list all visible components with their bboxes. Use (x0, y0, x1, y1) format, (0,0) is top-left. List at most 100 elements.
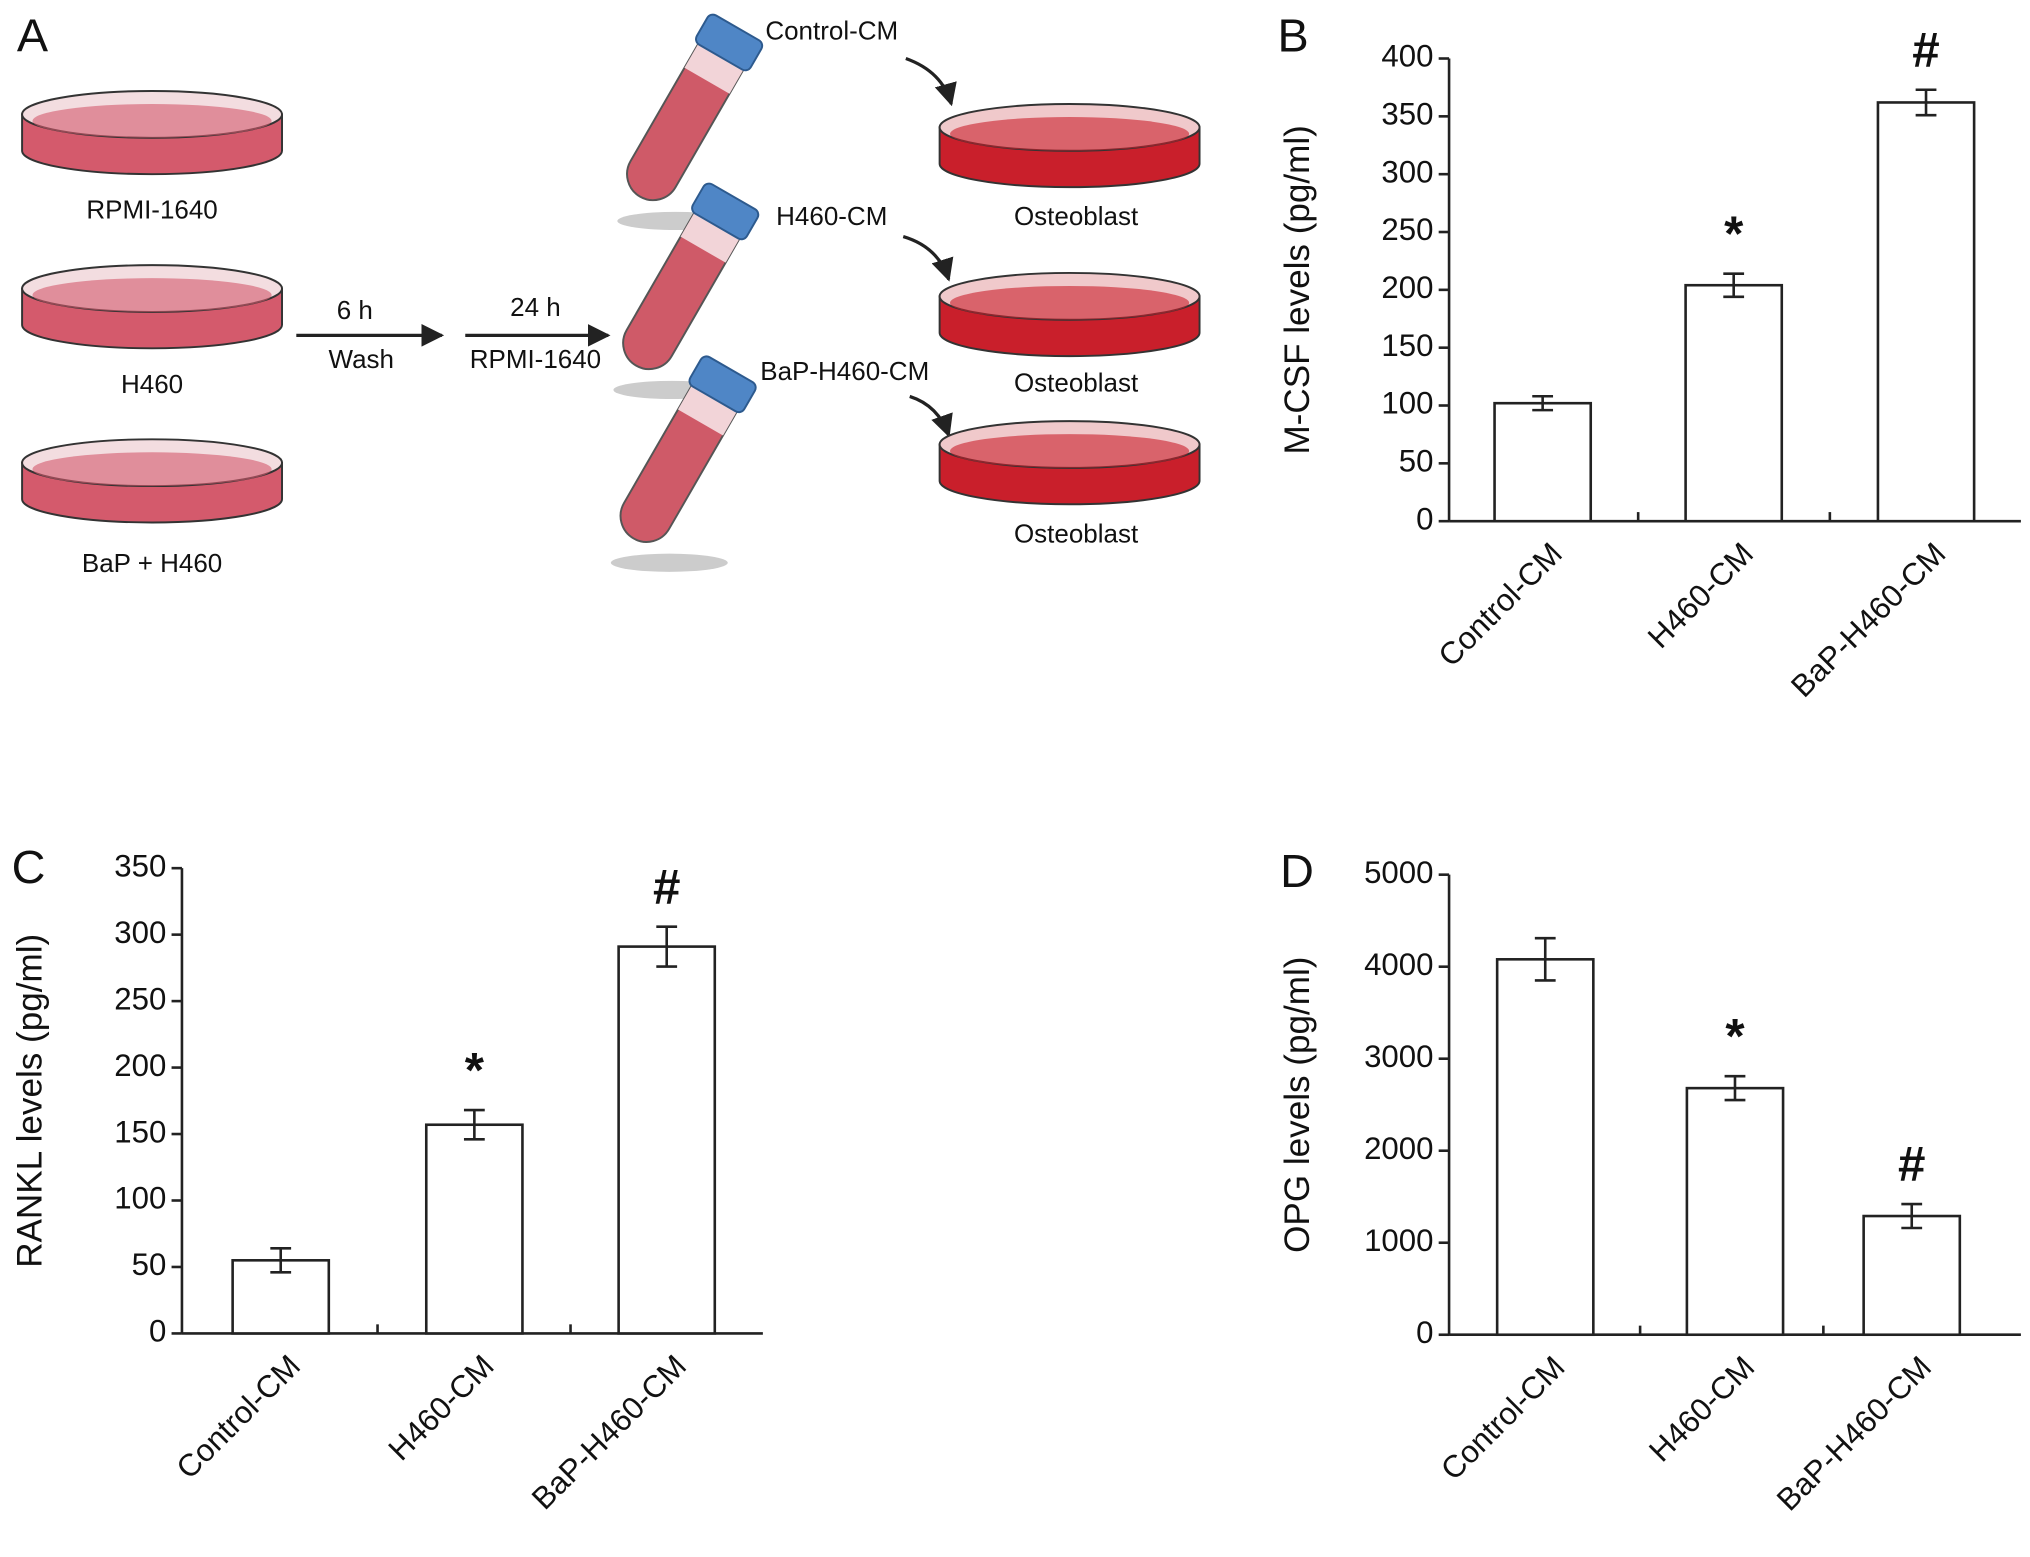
chart: B M-CSF levels (pg/ml) 0 50 100 150 200 250 300 3… (1278, 9, 2021, 704)
y-tick-label: 350 (114, 848, 166, 883)
tube-label: Control-CM (765, 15, 898, 45)
tube (619, 355, 757, 543)
panel-label: A (17, 9, 49, 61)
chart: D OPG levels (pg/ml) 0 1000 2000 3000 4000 5000… (1278, 845, 2021, 1517)
dish-label: Osteoblast (1014, 201, 1139, 231)
y-tick-label: 50 (1399, 444, 1434, 479)
y-tick-label: 50 (132, 1247, 167, 1282)
significance-mark: * (1725, 1009, 1745, 1064)
dish-medium (32, 452, 272, 487)
panel-label: D (1280, 845, 1314, 897)
y-tick-label: 100 (1381, 386, 1433, 421)
dish-label: Osteoblast (1014, 518, 1139, 548)
tube (622, 182, 760, 371)
y-tick-label: 5000 (1364, 855, 1433, 890)
y-tick-label: 150 (1381, 328, 1433, 363)
tube-air (684, 42, 744, 94)
y-tick-label: 1000 (1364, 1223, 1433, 1258)
workflow-diagram: A 6 h Wash 24 h RPMI-1640 RPMI-1640 H460 B… (17, 9, 1201, 578)
panel-label: B (1278, 9, 1309, 61)
y-tick-label: 100 (114, 1181, 166, 1216)
arrow (905, 56, 957, 107)
dish-medium (950, 285, 1190, 320)
x-tick-label: BaP-H460-CM (1770, 1349, 1938, 1517)
tube-cap (695, 13, 764, 72)
y-tick-label: 300 (1381, 154, 1433, 189)
tube (626, 13, 764, 202)
x-tick-label: BaP-H460-CM (1784, 536, 1952, 704)
bar (1862, 1214, 1962, 1337)
bar (1684, 283, 1784, 523)
y-tick-label: 200 (1381, 270, 1433, 305)
y-tick-label: 2000 (1364, 1131, 1433, 1166)
chart: C RANKL levels (pg/ml) 0 50 100 150 200 250 300 3… (11, 841, 763, 1516)
x-tick-label: H460-CM (1642, 1349, 1761, 1468)
y-axis-label: M-CSF levels (pg/ml) (1278, 125, 1317, 454)
y-tick-label: 4000 (1364, 947, 1433, 982)
significance-mark: * (1724, 206, 1744, 261)
bar (1495, 958, 1595, 1337)
dish-label: H460 (121, 369, 183, 399)
y-axis-label: OPG levels (pg/ml) (1278, 957, 1317, 1253)
error-bar (463, 1108, 485, 1141)
y-tick-label: 3000 (1364, 1039, 1433, 1074)
y-tick-label: 250 (1381, 212, 1433, 247)
error-bar (1901, 1202, 1923, 1230)
bar (1876, 101, 1976, 523)
error-bar (1724, 1074, 1746, 1102)
dish-label: RPMI-1640 (86, 195, 217, 225)
tube-air (677, 384, 738, 436)
petri-dish (938, 271, 1201, 358)
y-tick-label: 150 (114, 1114, 166, 1149)
y-tick-label: 300 (114, 915, 166, 950)
x-tick-label: Control-CM (1432, 536, 1569, 673)
y-tick-label: 250 (114, 981, 166, 1016)
significance-mark: # (1912, 22, 1939, 77)
y-tick-label: 0 (1416, 1315, 1433, 1350)
bar (1685, 1086, 1785, 1337)
y-axis-label: RANKL levels (pg/ml) (11, 934, 50, 1268)
dish-medium (950, 434, 1190, 468)
significance-mark: * (465, 1043, 485, 1098)
tube-air (680, 211, 740, 263)
y-tick-label: 0 (1416, 501, 1433, 536)
x-tick-label: Control-CM (170, 1348, 307, 1485)
bar (424, 1123, 524, 1335)
tube-shadow (610, 553, 728, 572)
step-label: 24 h (510, 292, 561, 322)
arrow (909, 394, 953, 438)
tube-cap (688, 355, 757, 414)
significance-mark: # (1898, 1137, 1925, 1192)
error-bar (270, 1247, 292, 1274)
tube-label: BaP-H460-CM (760, 356, 929, 386)
petri-dish (21, 264, 283, 350)
y-tick-label: 200 (114, 1048, 166, 1083)
error-bar (1723, 272, 1745, 299)
y-tick-label: 0 (149, 1314, 166, 1349)
step-label: Wash (329, 344, 394, 374)
tube-label: H460-CM (776, 201, 887, 231)
dish-medium (950, 116, 1190, 151)
significance-mark: # (653, 859, 680, 914)
x-tick-label: Control-CM (1434, 1349, 1571, 1486)
petri-dish (938, 420, 1201, 506)
petri-dish (21, 90, 283, 176)
bar (231, 1259, 331, 1335)
dish-label: BaP + H460 (82, 548, 222, 578)
dish-label: Osteoblast (1014, 368, 1139, 398)
bar (1493, 401, 1593, 523)
petri-dish (21, 438, 283, 524)
dish-medium (32, 103, 272, 138)
error-bar (1915, 88, 1937, 117)
arrow (902, 235, 954, 282)
panel-label: C (12, 841, 46, 893)
error-bar (1532, 394, 1554, 412)
bar (617, 945, 717, 1335)
error-bar (1534, 936, 1556, 982)
error-bar (656, 925, 678, 968)
x-tick-label: BaP-H460-CM (525, 1348, 693, 1516)
step-label: 6 h (337, 295, 373, 325)
x-tick-label: H460-CM (382, 1348, 501, 1467)
petri-dish (938, 103, 1201, 189)
y-tick-label: 400 (1381, 39, 1433, 74)
